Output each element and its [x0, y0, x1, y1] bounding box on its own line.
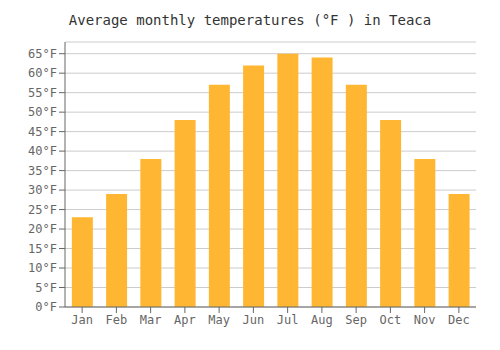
- svg-text:10°F: 10°F: [28, 261, 57, 275]
- svg-text:40°F: 40°F: [28, 144, 57, 158]
- svg-text:65°F: 65°F: [28, 47, 57, 61]
- svg-text:Sep: Sep: [345, 313, 367, 327]
- svg-text:Mar: Mar: [140, 313, 162, 327]
- svg-text:55°F: 55°F: [28, 86, 57, 100]
- svg-text:Oct: Oct: [380, 313, 402, 327]
- svg-text:Jan: Jan: [71, 313, 93, 327]
- svg-text:30°F: 30°F: [28, 183, 57, 197]
- svg-text:Jul: Jul: [277, 313, 299, 327]
- svg-text:5°F: 5°F: [35, 281, 57, 295]
- svg-text:35°F: 35°F: [28, 164, 57, 178]
- svg-text:20°F: 20°F: [28, 222, 57, 236]
- svg-text:Apr: Apr: [174, 313, 196, 327]
- svg-text:60°F: 60°F: [28, 66, 57, 80]
- svg-text:25°F: 25°F: [28, 203, 57, 217]
- svg-text:Nov: Nov: [414, 313, 436, 327]
- svg-text:Aug: Aug: [311, 313, 333, 327]
- svg-text:May: May: [208, 313, 230, 327]
- svg-text:Jun: Jun: [243, 313, 265, 327]
- svg-text:50°F: 50°F: [28, 105, 57, 119]
- svg-text:45°F: 45°F: [28, 125, 57, 139]
- svg-text:Feb: Feb: [106, 313, 128, 327]
- svg-text:15°F: 15°F: [28, 242, 57, 256]
- html-text:Average monthly temperatures (: Average monthly temperatures (°F ) in Te…: [68, 12, 432, 28]
- svg-text:Dec: Dec: [448, 313, 470, 327]
- svg-text:0°F: 0°F: [35, 300, 57, 314]
